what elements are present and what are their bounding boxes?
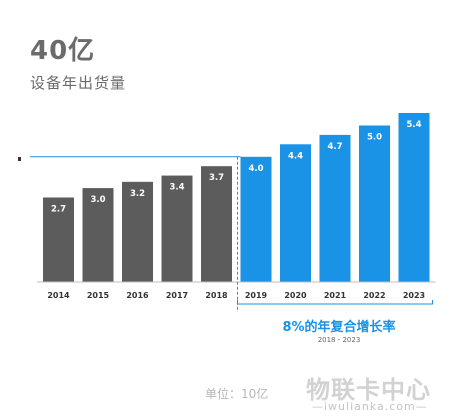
x-tick-2017: 2017 xyxy=(166,291,188,300)
x-tick-2015: 2015 xyxy=(87,291,110,300)
x-tick-2023: 2023 xyxy=(403,291,425,300)
value-label-2014: 2.7 xyxy=(51,204,66,214)
x-tick-2021: 2021 xyxy=(324,291,347,300)
x-tick-2019: 2019 xyxy=(245,291,268,300)
bar-2019 xyxy=(240,156,272,282)
headline-value: 40亿 xyxy=(30,36,96,66)
bar-2017 xyxy=(161,175,193,282)
edge-marker xyxy=(18,157,21,161)
value-label-2020: 4.4 xyxy=(288,151,303,161)
value-label-2018: 3.7 xyxy=(209,173,224,183)
value-label-2021: 4.7 xyxy=(327,142,342,152)
value-label-2015: 3.0 xyxy=(90,195,105,205)
bar-2014 xyxy=(43,197,74,282)
x-tick-2022: 2022 xyxy=(363,291,385,300)
value-label-2022: 5.0 xyxy=(367,133,382,143)
bar-2021 xyxy=(319,134,351,282)
value-label-2019: 4.0 xyxy=(248,164,263,174)
watermark-text: 物联卡中心 xyxy=(306,376,431,404)
watermark-url: —iwulianka.com— xyxy=(312,400,428,413)
x-tick-2018: 2018 xyxy=(205,291,228,300)
x-tick-2016: 2016 xyxy=(126,291,149,300)
bar-2020 xyxy=(280,144,311,282)
value-label-2023: 5.4 xyxy=(406,120,421,130)
bar-2023 xyxy=(398,112,430,282)
cagr-label: 8%的年复合增长率 xyxy=(282,320,396,335)
bar-2022 xyxy=(359,125,390,282)
x-tick-2014: 2014 xyxy=(47,291,70,300)
x-tick-2020: 2020 xyxy=(284,291,307,300)
bar-2015 xyxy=(82,188,114,282)
cagr-range: 2018 - 2023 xyxy=(317,336,361,344)
value-label-2017: 3.4 xyxy=(169,183,184,193)
value-label-2016: 3.2 xyxy=(130,189,145,199)
bar-2016 xyxy=(122,181,153,282)
headline-caption: 设备年出货量 xyxy=(30,74,127,92)
bar-2018 xyxy=(201,166,232,282)
unit-label: 单位：10亿 xyxy=(205,387,269,401)
forecast-bracket xyxy=(237,300,433,305)
